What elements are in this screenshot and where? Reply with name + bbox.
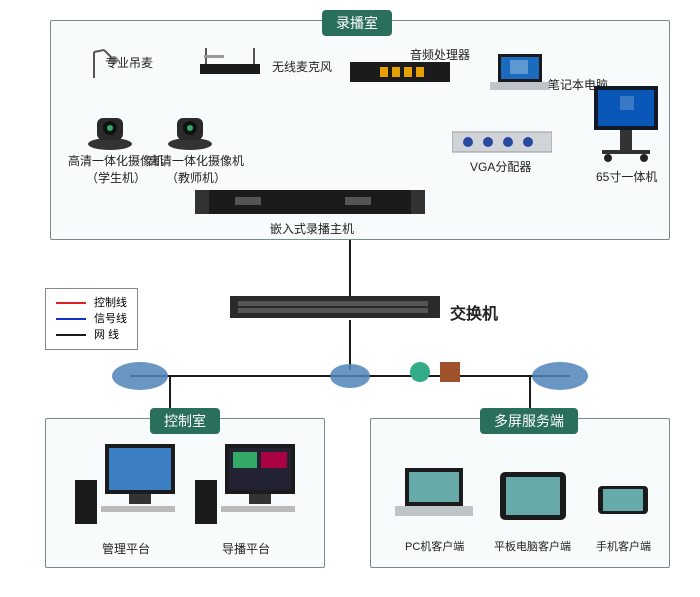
label-phone-client: 手机客户端	[596, 538, 651, 554]
device-cam-student	[85, 108, 135, 152]
device-audio-proc	[350, 62, 450, 84]
device-tablet-client	[500, 472, 566, 522]
clients-banner: 多屏服务端	[480, 408, 578, 434]
label-tv: 65寸一体机	[596, 168, 657, 185]
label-host: 嵌入式录播主机	[270, 220, 354, 237]
device-mic-wireless	[200, 46, 270, 76]
label-mgmt: 管理平台	[102, 540, 150, 557]
studio-banner: 录播室	[322, 10, 392, 36]
device-cam-teacher	[165, 108, 215, 152]
label-tablet-client: 平板电脑客户端	[494, 538, 571, 554]
label-mic-boom: 专业吊麦	[105, 54, 153, 71]
device-director	[195, 444, 295, 524]
legend-net: 网 线	[94, 327, 119, 343]
control-banner: 控制室	[150, 408, 220, 434]
label-switch: 交换机	[450, 300, 498, 324]
label-vga: VGA分配器	[470, 158, 531, 175]
legend-signal: 信号线	[94, 311, 127, 327]
label-cam-teacher: 高清一体化摄像机 （教师机）	[146, 152, 246, 186]
device-vga	[452, 128, 552, 156]
label-audio-proc: 音频处理器	[410, 46, 470, 63]
label-pc-client: PC机客户端	[405, 538, 464, 554]
label-mic-wireless: 无线麦克风	[272, 58, 332, 75]
device-phone-client	[598, 486, 648, 516]
device-tv	[590, 86, 662, 166]
label-director: 导播平台	[222, 540, 270, 557]
device-mgmt	[75, 444, 175, 524]
device-switch	[230, 296, 440, 322]
device-pc-client	[395, 468, 473, 524]
legend-control: 控制线	[94, 295, 127, 311]
device-laptop	[490, 54, 550, 98]
device-host	[195, 190, 425, 220]
legend: 控制线 信号线 网 线	[45, 288, 138, 350]
